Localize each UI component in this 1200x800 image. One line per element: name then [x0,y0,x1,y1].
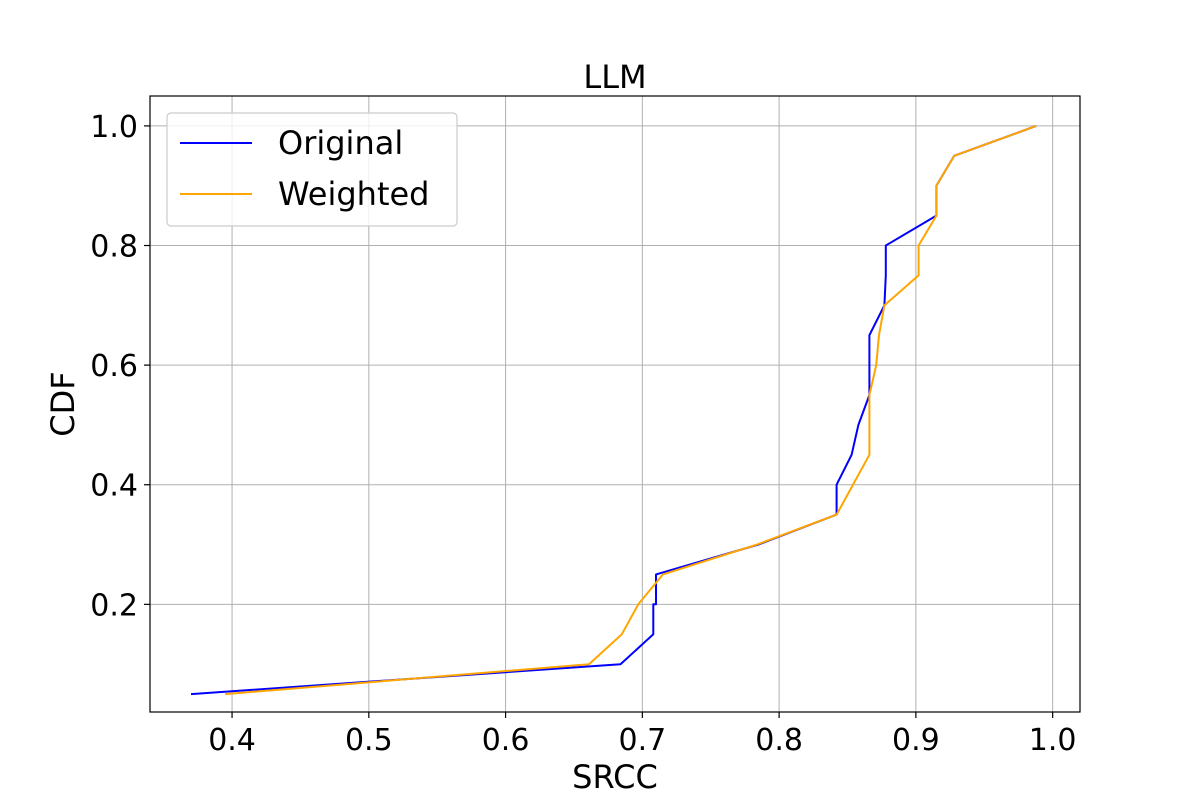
chart-title: LLM [583,58,646,96]
series-line-original [190,124,1037,696]
y-axis-label: CDF [44,371,82,436]
x-tick-label: 0.9 [892,723,940,758]
x-tick-label: 0.8 [755,723,803,758]
plot-frame [149,95,1081,713]
legend-entries: Original Weighted [180,124,429,213]
legend-label-weighted: Weighted [278,175,429,213]
x-axis-label: SRCC [572,758,658,796]
y-tick-label: 0.6 [90,349,138,384]
x-tick-label: 0.5 [345,723,393,758]
series-lines [190,124,1037,696]
y-axis-ticks: 0.2 0.4 0.6 0.8 1.0 [90,110,150,623]
y-tick-label: 0.4 [90,469,138,504]
legend-label-original: Original [278,124,403,162]
y-tick-label: 0.2 [90,588,138,623]
x-tick-label: 0.6 [482,723,530,758]
legend-box [166,112,458,227]
series-line-weighted [225,124,1037,696]
legend: Original Weighted [166,112,458,227]
x-tick-label: 0.7 [618,723,666,758]
y-tick-label: 0.8 [90,230,138,265]
x-tick-label: 1.0 [1029,723,1077,758]
x-tick-label: 0.4 [208,723,256,758]
y-tick-label: 1.0 [90,110,138,145]
x-axis-ticks: 0.4 0.5 0.6 0.7 0.8 0.9 1.0 [208,712,1077,758]
